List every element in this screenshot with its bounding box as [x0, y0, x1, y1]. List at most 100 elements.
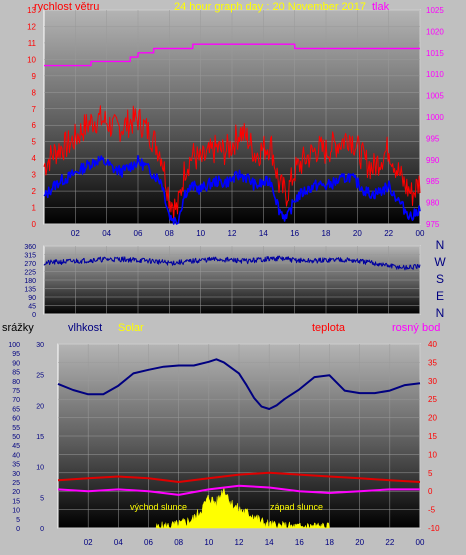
- rain-tick: 5: [16, 517, 20, 524]
- pressure-tick: 1010: [426, 70, 444, 79]
- compass-label: N: [436, 238, 445, 252]
- bottom-series: [57, 358, 421, 529]
- rain-tick: 55: [12, 425, 20, 432]
- temperature-label: teplota: [312, 322, 346, 334]
- temperature-tick: 40: [428, 340, 437, 349]
- rain-tick: 20: [12, 489, 20, 496]
- time-tick: 04: [102, 229, 111, 238]
- time-tick: 18: [325, 538, 334, 547]
- direction-tick: 45: [28, 304, 36, 311]
- time-tick: 16: [295, 538, 304, 547]
- rain-tick: 15: [12, 498, 20, 505]
- time-tick: 06: [134, 229, 143, 238]
- wind-speed-tick: 4: [32, 154, 37, 163]
- bottom-time-axis: 02 04 06 08 10 12 14 16 18 20 22 00: [84, 538, 425, 547]
- temperature-tick: -10: [428, 524, 440, 533]
- sunrise-annotation: východ slunce: [130, 502, 187, 512]
- temperature-tick: 10: [428, 450, 437, 459]
- direction-series: [43, 255, 421, 271]
- time-tick: 16: [290, 229, 299, 238]
- wind-average-line: [43, 155, 421, 225]
- wind-speed-tick: 7: [32, 105, 37, 114]
- temperature-tick: 30: [428, 377, 437, 386]
- pressure-axis: 975 980 985 990 995 1000 1005 1010 1015 1020 1025: [426, 6, 444, 229]
- wind-speed-tick: 2: [32, 187, 37, 196]
- rain-axis: 0 5 10 15 20 25 30 35 40 45 50 55 60 65 70 75 80 85 90 95 10…: [8, 342, 20, 533]
- direction-tick: 315: [24, 253, 36, 260]
- wind-speed-tick: 9: [32, 72, 37, 81]
- pressure-tick: 1025: [426, 6, 444, 15]
- time-tick: 14: [265, 538, 274, 547]
- rain-tick: 50: [12, 434, 20, 441]
- direction-tick: 90: [28, 295, 36, 302]
- time-tick: 10: [196, 229, 205, 238]
- dewpoint-label: rosný bod: [392, 322, 440, 334]
- wind-gust-line: [43, 105, 421, 221]
- wind-speed-tick: 6: [32, 121, 37, 130]
- chart-title: 24 hour graph day : 20 November 2017: [174, 1, 366, 13]
- direction-grid: [44, 245, 421, 315]
- solar-area: [155, 487, 330, 529]
- humidity-tick: 0: [40, 526, 44, 533]
- wind-time-axis: 02 04 06 08 10 12 14 16 18 20 22 00: [71, 229, 425, 238]
- time-tick: 20: [355, 538, 364, 547]
- rain-tick: 45: [12, 443, 20, 450]
- rain-tick: 10: [12, 508, 20, 515]
- time-tick: 14: [259, 229, 268, 238]
- solar-label: Solar: [118, 322, 144, 334]
- humidity-tick: 15: [36, 434, 44, 441]
- temperature-tick: 35: [428, 358, 437, 367]
- wind-speed-label: rychlost větru: [34, 1, 99, 13]
- compass-label: N: [436, 306, 445, 320]
- time-tick: 22: [385, 538, 394, 547]
- temperature-tick: 25: [428, 395, 437, 404]
- rain-label: srážky: [2, 322, 34, 334]
- time-tick: 04: [114, 538, 123, 547]
- humidity-axis: 0 5 10 15 20 25 30: [36, 342, 44, 533]
- temperature-tick: -5: [428, 506, 436, 515]
- rain-tick: 35: [12, 462, 20, 469]
- rain-tick: 25: [12, 480, 20, 487]
- wind-speed-tick: 3: [32, 171, 37, 180]
- pressure-tick: 1020: [426, 27, 444, 36]
- temperature-axis: -10 -5 0 5 10 15 20 25 30 35 40: [428, 340, 440, 533]
- rain-humidity-temperature-chart: srážky vlhkost Solar teplota rosný bod 0…: [2, 322, 440, 547]
- wind-speed-tick: 12: [27, 22, 36, 31]
- direction-tick: 135: [24, 287, 36, 294]
- temperature-tick: 15: [428, 432, 437, 441]
- compass-label: W: [434, 255, 446, 269]
- time-tick: 00: [416, 229, 425, 238]
- rain-tick: 85: [12, 370, 20, 377]
- humidity-tick: 5: [40, 495, 44, 502]
- humidity-label: vlhkost: [68, 322, 102, 334]
- rain-tick: 0: [16, 526, 20, 533]
- time-tick: 08: [165, 229, 174, 238]
- direction-tick: 360: [24, 244, 36, 251]
- time-tick: 00: [416, 538, 425, 547]
- direction-line: [43, 255, 421, 271]
- humidity-tick: 10: [36, 465, 44, 472]
- pressure-tick: 1015: [426, 49, 444, 58]
- temperature-tick: 0: [428, 487, 433, 496]
- wind-speed-tick: 1: [32, 204, 37, 213]
- wind-speed-tick: 8: [32, 88, 37, 97]
- pressure-tick: 980: [426, 199, 440, 208]
- time-tick: 22: [384, 229, 393, 238]
- temperature-tick: 20: [428, 414, 437, 423]
- time-tick: 10: [204, 538, 213, 547]
- pressure-line: [44, 43, 420, 67]
- compass-label: S: [436, 272, 444, 286]
- dewpoint-line: [57, 484, 420, 496]
- time-tick: 12: [228, 229, 237, 238]
- pressure-tick: 1005: [426, 92, 444, 101]
- direction-tick: 0: [32, 312, 36, 319]
- rain-tick: 75: [12, 388, 20, 395]
- time-tick: 18: [322, 229, 331, 238]
- wind-speed-tick: 5: [32, 138, 37, 147]
- rain-tick: 70: [12, 397, 20, 404]
- temperature-tick: 5: [428, 469, 433, 478]
- time-tick: 06: [144, 538, 153, 547]
